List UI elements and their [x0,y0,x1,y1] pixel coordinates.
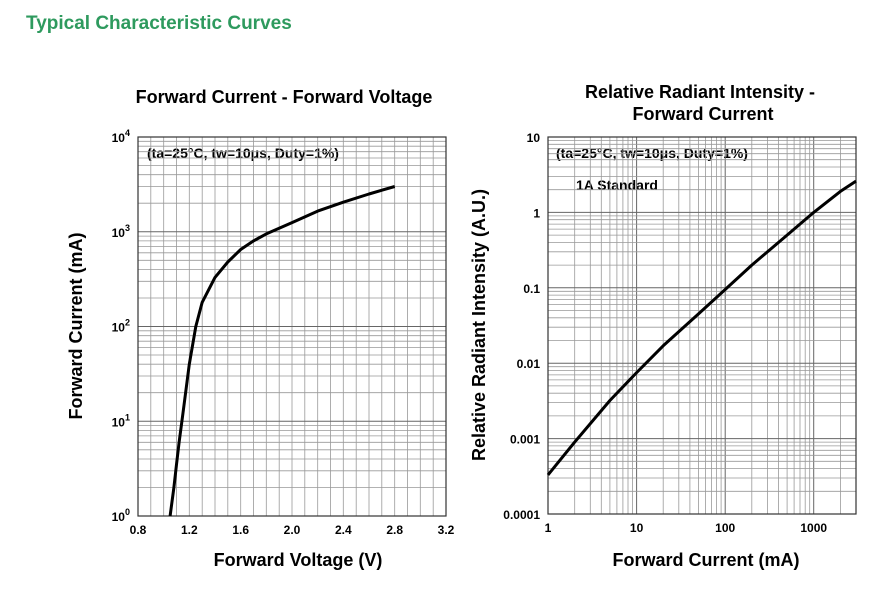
chart1-x-tick-label: 3.2 [438,523,455,537]
chart1-x-tick-label: 2.4 [335,523,352,537]
chart2-x-tick-label: 1000 [800,521,827,535]
chart1-y-tick-label: 100 [112,507,130,524]
chart2-x-axis-label: Forward Current (mA) [612,550,799,570]
chart2-y-axis-label: Relative Radiant Intensity (A.U.) [469,189,489,461]
chart1-x-axis-label: Forward Voltage (V) [214,550,383,570]
chart2-curve [546,179,857,476]
chart1-curve [168,185,396,517]
chart2-y-tick-label: 0.1 [523,282,540,296]
chart1-y-tick-label: 103 [112,223,130,240]
chart1-y-tick-label: 102 [112,318,130,335]
chart1-frame [137,136,447,517]
chart1-y-tick-label: 104 [112,128,130,145]
chart1-x-tick-label: 2.8 [386,523,403,537]
chart2-y-tick-label: 0.001 [510,433,540,447]
chart1-title: Forward Current - Forward Voltage [136,87,433,107]
chart2-x-tick-label: 100 [715,521,735,535]
chart2-y-tick-label: 1 [533,206,540,220]
chart1-y-tick-label: 101 [112,412,130,429]
page-title: Typical Characteristic Curves [26,13,292,34]
chart2-title-line1: Relative Radiant Intensity - [585,82,815,102]
chart2-plot: 1 10 100 1000 0.0001 0.001 0.01 0.1 1 10 [503,131,857,535]
chart2-title-line2: Forward Current [632,104,773,124]
chart2-x-tick-label: 10 [630,521,644,535]
chart1-annotation: (ta=25°C, tw=10μs, Duty=1%) [147,145,339,161]
chart1-y-axis-label: Forward Current (mA) [66,232,86,419]
chart1-plot: 0.8 1.2 1.6 2.0 2.4 2.8 3.2 100 101 102 103 104 [112,128,455,537]
chart1-x-tick-label: 0.8 [130,523,147,537]
chart1-x-tick-label: 1.2 [181,523,198,537]
chart2-y-tick-label: 0.0001 [503,508,540,522]
chart2-x-tick-label: 1 [545,521,552,535]
chart2-annotation: (ta=25°C, tw=10μs, Duty=1%) [556,145,748,161]
chart2-y-tick-label: 0.01 [517,357,541,371]
chart1-x-tick-label: 1.6 [232,523,249,537]
chart1-x-tick-label: 2.0 [284,523,301,537]
chart2-frame [547,136,857,515]
chart2-y-tick-label: 10 [527,131,541,145]
